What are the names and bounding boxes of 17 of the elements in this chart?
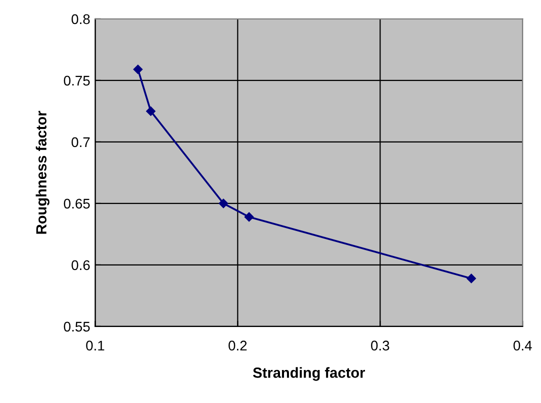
- y-tick-label: 0.7: [72, 137, 90, 148]
- y-tick-label: 0.65: [64, 198, 90, 209]
- x-axis-title: Stranding factor: [253, 367, 366, 381]
- point: [466, 274, 476, 284]
- point: [218, 198, 228, 208]
- y-tick-label: 0.6: [72, 260, 90, 270]
- y-tick-label: 0.75: [64, 76, 90, 86]
- x-tick-label: 0.3: [371, 340, 390, 351]
- point: [244, 212, 254, 222]
- y-tick-label: 0.55: [64, 322, 90, 332]
- point: [133, 64, 143, 74]
- x-tick-label: 0.1: [86, 340, 104, 351]
- y-axis-title: Roughness factor: [36, 110, 50, 234]
- point: [146, 106, 156, 116]
- y-tick-label: 0.8: [72, 14, 90, 24]
- x-tick-label: 0.4: [513, 340, 532, 351]
- x-tick-label: 0.2: [228, 340, 247, 351]
